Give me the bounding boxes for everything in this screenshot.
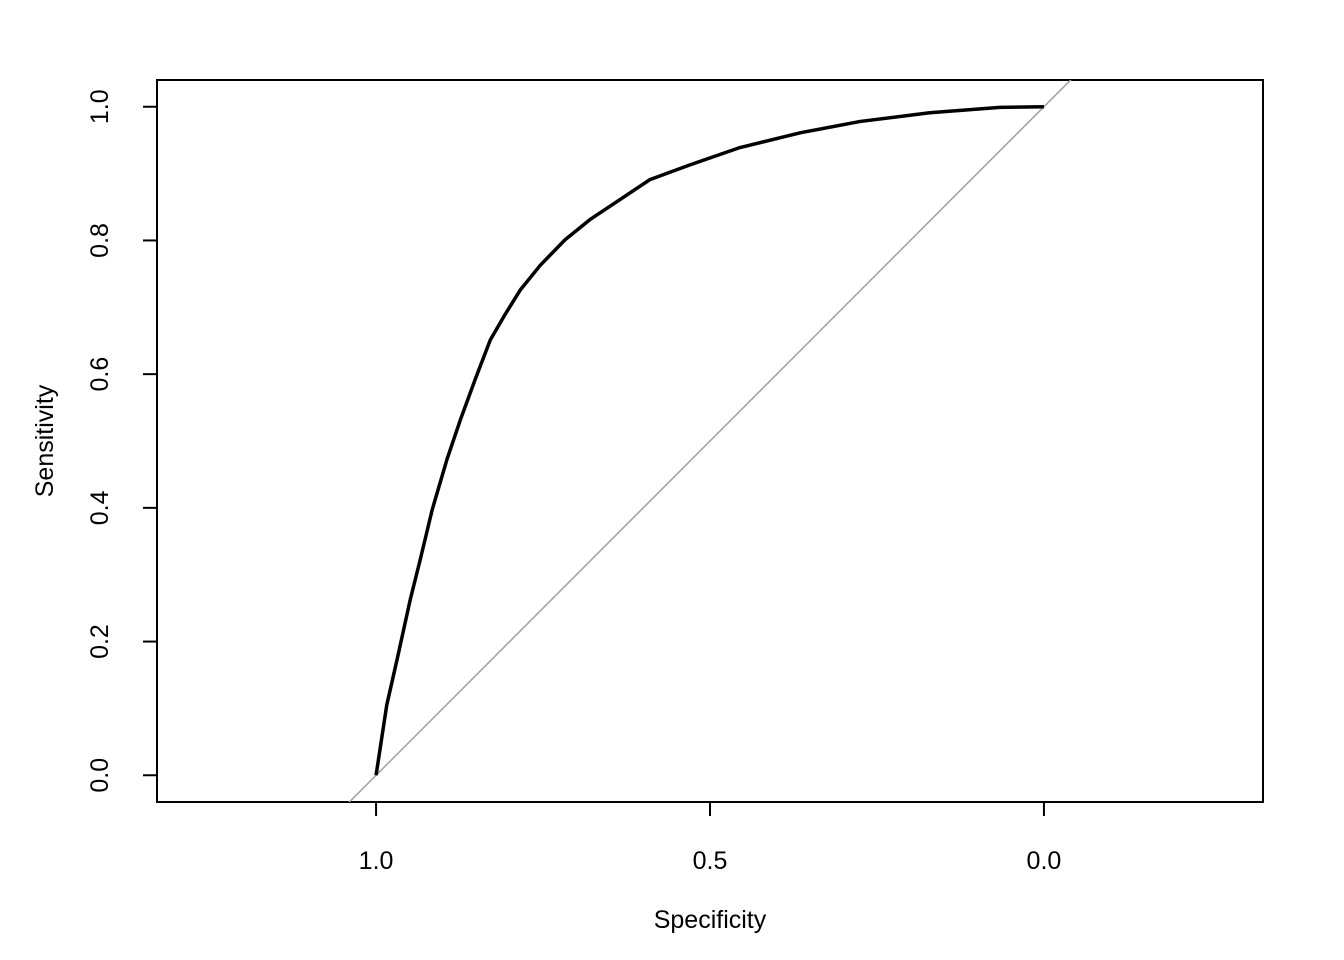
y-tick-label: 0.0 [86,758,114,793]
y-tick-label: 1.0 [86,89,114,124]
y-tick-label: 0.4 [86,490,114,525]
reference-line [348,80,1072,802]
roc-curve [374,104,1044,776]
y-tick-label: 0.8 [86,223,114,258]
y-axis-title: Sensitivity [31,384,59,497]
x-axis-title: Specificity [654,906,767,934]
x-tick-label: 1.0 [359,847,394,875]
x-tick-label: 0.0 [1027,847,1062,875]
y-tick-label: 0.6 [86,357,114,392]
x-tick-label: 0.5 [693,847,728,875]
y-tick-label: 0.2 [86,624,114,659]
